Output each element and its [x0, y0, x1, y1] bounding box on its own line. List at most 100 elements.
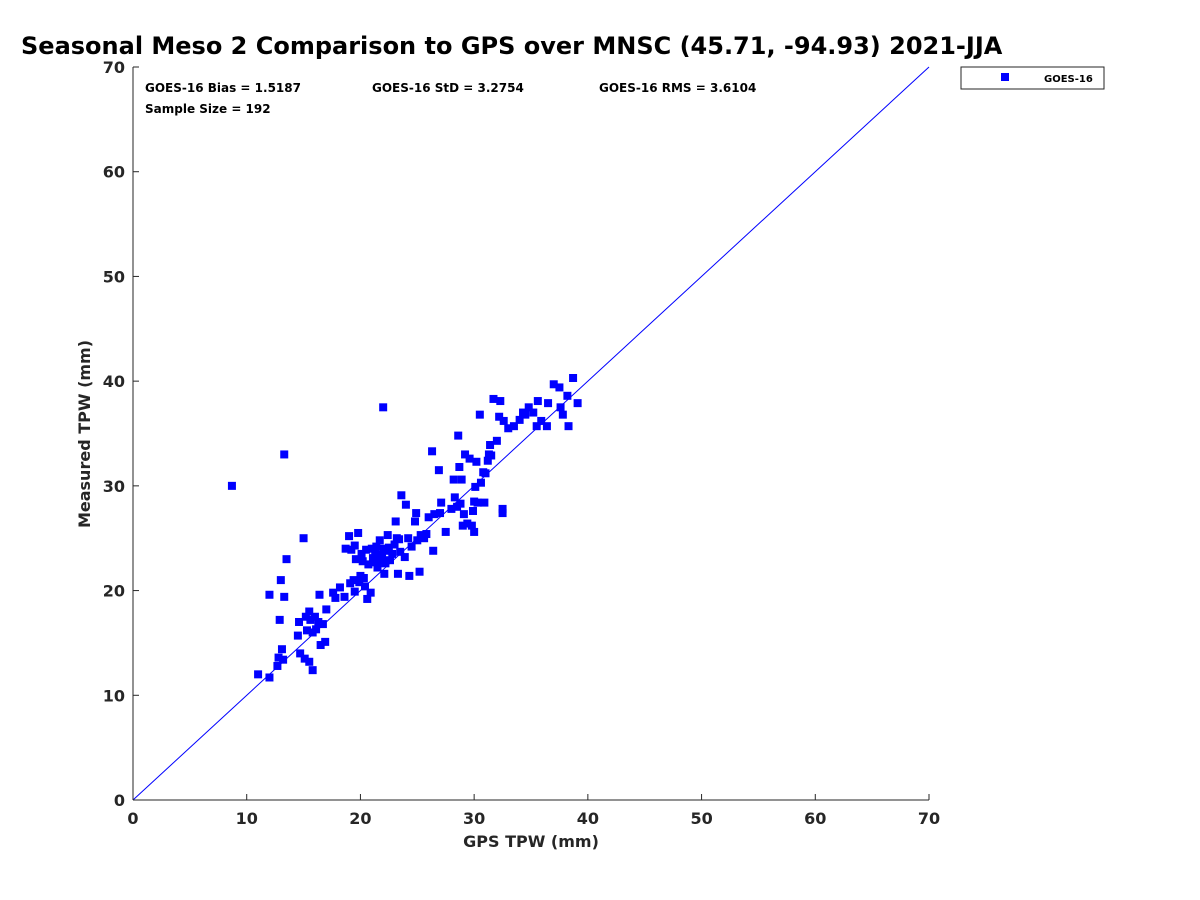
x-tick-label: 10	[236, 809, 258, 828]
scatter-point	[569, 374, 578, 383]
scatter-point	[473, 498, 482, 507]
scatter-point	[486, 441, 495, 450]
scatter-point	[280, 592, 289, 601]
scatter-point	[555, 383, 564, 392]
scatter-point	[300, 654, 309, 663]
scatter-point	[537, 416, 546, 425]
scatter-point	[254, 670, 263, 679]
scatter-point	[301, 612, 310, 621]
rms-annotation: GOES-16 RMS = 3.6104	[599, 81, 756, 95]
scatter-point	[492, 436, 501, 445]
y-tick-label: 20	[103, 582, 125, 601]
scatter-point	[383, 531, 392, 540]
scatter-point	[381, 559, 390, 568]
scatter-point	[279, 655, 288, 664]
scatter-point	[544, 399, 553, 408]
scatter-point	[341, 544, 350, 553]
scatter-point	[351, 555, 360, 564]
scatter-point	[388, 549, 397, 558]
scatter-point	[302, 626, 311, 635]
y-axis-label: Measured TPW (mm)	[75, 340, 94, 528]
scatter-point	[321, 637, 330, 646]
scatter-point	[314, 617, 323, 626]
scatter-point	[465, 454, 474, 463]
scatter-point	[496, 397, 505, 406]
scatter-point	[318, 620, 327, 629]
scatter-point	[524, 403, 533, 412]
scatter-point	[542, 422, 551, 431]
plot-area: 0 10 20 30 40 50 60 70 0 10 20 30 40 50 60 70	[103, 58, 940, 828]
scatter-point	[499, 416, 508, 425]
scatter-point	[265, 673, 274, 682]
scatter-point	[340, 592, 349, 601]
scatter-point	[437, 498, 446, 507]
scatter-points	[227, 374, 582, 682]
x-tick-label: 30	[463, 809, 485, 828]
scatter-point	[407, 542, 416, 551]
scatter-point	[498, 504, 507, 513]
scatter-point	[359, 574, 368, 583]
scatter-point	[509, 422, 518, 431]
scatter-point	[447, 504, 456, 513]
scatter-point	[390, 540, 399, 549]
legend: GOES-16	[960, 66, 1105, 90]
scatter-point	[415, 567, 424, 576]
scatter-point	[364, 560, 373, 569]
scatter-point	[372, 542, 381, 551]
scatter-point	[480, 498, 489, 507]
scatter-point	[308, 666, 317, 675]
stats-annotations: GOES-16 Bias = 1.5187 GOES-16 StD = 3.27…	[145, 81, 756, 116]
scatter-point	[471, 482, 480, 491]
y-axis-ticks: 0 10 20 30 40 50 60 70	[103, 58, 139, 810]
scatter-point	[355, 578, 364, 587]
x-tick-label: 70	[918, 809, 940, 828]
scatter-point	[563, 391, 572, 400]
x-tick-label: 40	[577, 809, 599, 828]
y-tick-label: 50	[103, 267, 125, 286]
x-tick-label: 0	[127, 809, 138, 828]
scatter-point	[360, 582, 369, 591]
scatter-point	[424, 513, 433, 522]
scatter-point	[362, 545, 371, 554]
scatter-point	[363, 594, 372, 603]
y-tick-label: 40	[103, 372, 125, 391]
scatter-point	[373, 563, 382, 572]
scatter-point	[379, 403, 388, 412]
y-tick-label: 60	[103, 163, 125, 182]
scatter-point	[429, 546, 438, 555]
y-tick-label: 30	[103, 477, 125, 496]
scatter-point	[380, 569, 389, 578]
scatter-point	[470, 527, 479, 536]
scatter-point	[529, 408, 538, 417]
scatter-point	[498, 509, 507, 518]
scatter-point	[450, 493, 459, 502]
scatter-point	[430, 510, 439, 519]
legend-box	[960, 66, 1105, 90]
scatter-point	[489, 394, 498, 403]
scatter-point	[504, 424, 513, 433]
scatter-point	[472, 457, 481, 466]
scatter-point	[469, 506, 478, 515]
scatter-point	[397, 491, 406, 500]
scatter-point	[385, 556, 394, 565]
scatter-point	[395, 535, 404, 544]
scatter-point	[282, 555, 291, 564]
scatter-point	[487, 451, 496, 460]
scatter-point	[400, 553, 409, 562]
x-tick-label: 50	[690, 809, 712, 828]
scatter-point	[331, 593, 340, 602]
scatter-point	[375, 536, 384, 545]
scatter-point	[483, 456, 492, 465]
scatter-point	[322, 605, 331, 614]
scatter-point	[573, 399, 582, 408]
scatter-point	[391, 517, 400, 526]
scatter-point	[463, 519, 472, 528]
scatter-point	[295, 617, 304, 626]
scatter-point	[521, 410, 530, 419]
scatter-point	[358, 557, 367, 566]
scatter-point	[428, 447, 437, 456]
scatter-point	[310, 612, 319, 621]
scatter-point	[481, 469, 490, 478]
